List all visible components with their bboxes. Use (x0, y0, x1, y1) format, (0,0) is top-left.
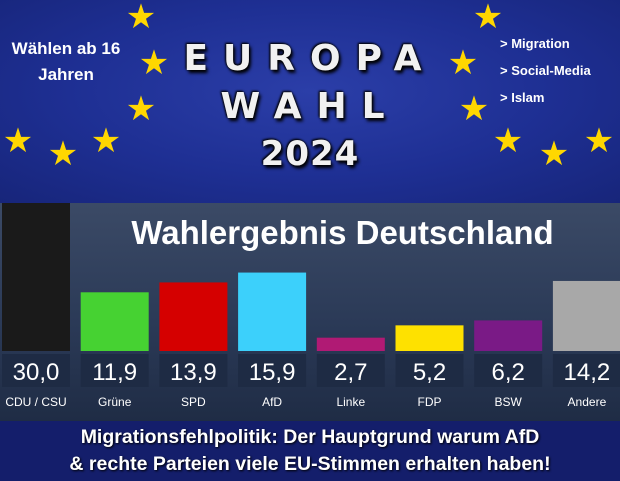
category-label: AfD (262, 395, 282, 409)
value-box (159, 354, 228, 387)
caption: Migrationsfehlpolitik: Der Hauptgrund wa… (0, 421, 620, 481)
age-note: Wählen ab 16 Jahren (11, 39, 121, 84)
topic-item: > Islam (500, 90, 545, 105)
topic-item: > Social-Media (500, 63, 591, 78)
star-icon: ★ (447, 43, 479, 83)
bar (474, 320, 543, 351)
star-icon: ★ (125, 89, 157, 129)
value-box (80, 354, 149, 387)
category-label: Grüne (98, 395, 132, 409)
headline-line-2: WAHL (220, 86, 400, 127)
value-label: 11,9 (92, 359, 137, 386)
topic-list: > Migration > Social-Media > Islam (500, 30, 618, 111)
value-label: 30,0 (13, 359, 60, 386)
star-icon: ★ (138, 43, 170, 83)
headline-year: 2024 (260, 134, 360, 174)
value-box (552, 354, 620, 387)
star-icon: ★ (538, 134, 570, 174)
bar (80, 292, 149, 351)
value-label: 2,7 (334, 359, 367, 386)
bar (316, 337, 385, 351)
category-label: BSW (495, 395, 523, 409)
star-icon: ★ (458, 89, 490, 129)
bar-chart: 30,0 CDU / CSU 11,9 Grüne 13,9 SPD 15,9 AfD 2,7 L… (2, 203, 620, 409)
chart-panel: 30,0 CDU / CSU 11,9 Grüne 13,9 SPD 15,9 AfD 2,7 L… (0, 203, 620, 421)
headline-line-1: EUROPA (183, 38, 437, 79)
bar (159, 282, 228, 351)
value-label: 14,2 (564, 359, 611, 386)
bar (552, 280, 620, 351)
value-label: 13,9 (170, 359, 217, 386)
topic-item: > Migration (500, 36, 570, 51)
bar (395, 325, 464, 351)
caption-line-1: Migrationsfehlpolitik: Der Hauptgrund wa… (80, 426, 540, 448)
category-label: Andere (568, 395, 607, 409)
category-label: FDP (418, 395, 442, 409)
value-box (395, 354, 464, 387)
bar (2, 203, 70, 351)
bar (238, 272, 307, 351)
star-icon: ★ (2, 121, 34, 161)
star-icon: ★ (125, 0, 157, 37)
star-icon: ★ (472, 0, 504, 37)
value-box (474, 354, 543, 387)
value-label: 15,9 (249, 359, 296, 386)
chart-title: Wahlergebnis Deutschland (131, 214, 554, 251)
star-icon: ★ (47, 134, 79, 174)
value-box (316, 354, 385, 387)
value-box (238, 354, 307, 387)
value-box (2, 354, 70, 387)
value-label: 6,2 (492, 359, 525, 386)
star-icon: ★ (90, 121, 122, 161)
star-icon: ★ (492, 121, 524, 161)
caption-line-2: & rechte Parteien viele EU-Stimmen erhal… (69, 453, 551, 475)
value-label: 5,2 (413, 359, 446, 386)
category-label: SPD (181, 395, 206, 409)
category-label: CDU / CSU (5, 395, 66, 409)
banner: ★ ★ ★ ★ ★ ★ ★ ★ ★ ★ ★ ★ Wählen ab 16 Jahren > Migra… (0, 0, 620, 203)
star-icon: ★ (583, 121, 615, 161)
category-label: Linke (336, 395, 365, 409)
